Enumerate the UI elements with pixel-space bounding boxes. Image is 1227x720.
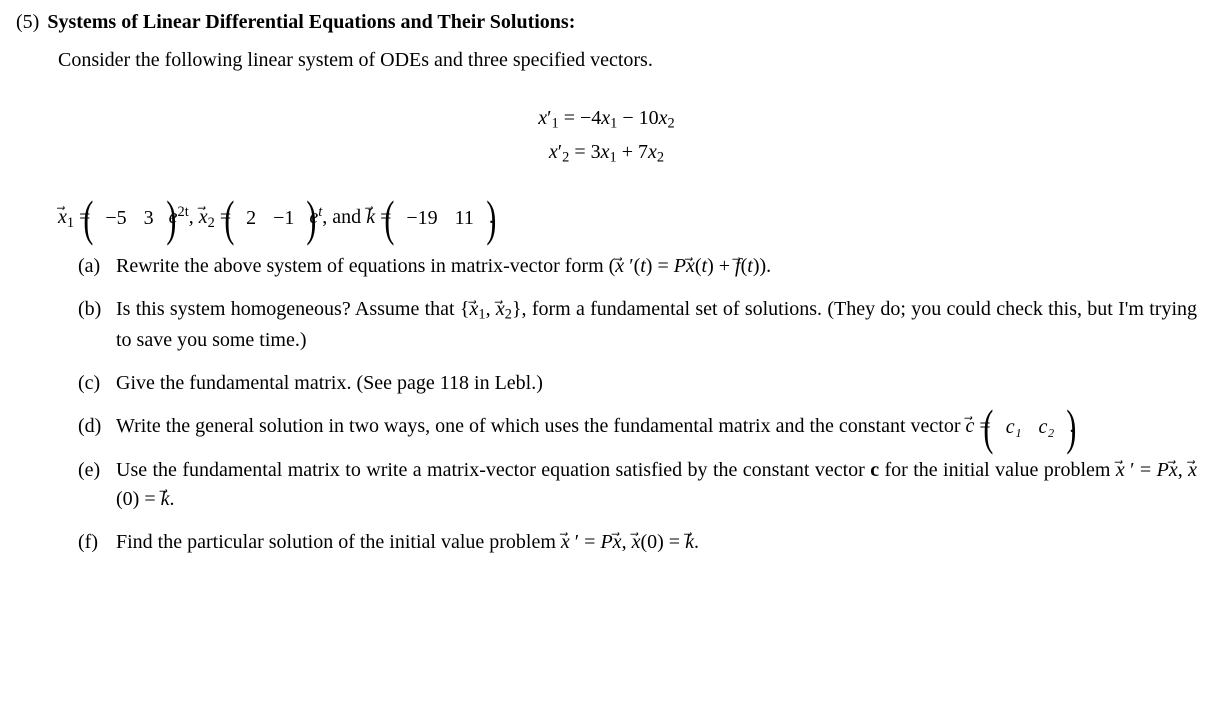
part-b: (b) Is this system homogeneous? Assume t… <box>78 295 1197 354</box>
ode-system: x′1 = −4x1 − 10x2 x′2 = 3x1 + 7x2 <box>16 104 1197 168</box>
problem-number: (5) <box>16 8 39 36</box>
vector-c-matrix: c₁ c₂ <box>998 413 1063 442</box>
part-c: (c) Give the fundamental matrix. (See pa… <box>78 369 1197 398</box>
part-e: (e) Use the fundamental matrix to write … <box>78 456 1197 514</box>
equation-1: x′1 = −4x1 − 10x2 <box>16 104 1197 134</box>
problem-title: Systems of Linear Differential Equations… <box>47 8 575 36</box>
equation-2: x′2 = 3x1 + 7x2 <box>16 138 1197 168</box>
problem-intro: Consider the following linear system of … <box>58 46 1197 74</box>
vector-x2-symbol: x <box>199 203 208 231</box>
vector-k-matrix: −19 11 <box>398 204 482 232</box>
sub-parts-list: (a) Rewrite the above system of equation… <box>78 252 1197 556</box>
vector-x1-matrix: −5 3 <box>97 204 161 232</box>
problem-header: (5) Systems of Linear Differential Equat… <box>16 8 1197 36</box>
part-a: (a) Rewrite the above system of equation… <box>78 252 1197 281</box>
vector-x1-symbol: x <box>58 203 67 231</box>
part-d: (d) Write the general solution in two wa… <box>78 412 1197 442</box>
vector-k-symbol: k <box>366 203 375 231</box>
part-f: (f) Find the particular solution of the … <box>78 528 1197 557</box>
vectors-definition: x1 = −5 3 e2t, x2 = 2 −1 et, and k = −19… <box>58 202 1197 233</box>
vector-x2-matrix: 2 −1 <box>238 204 302 232</box>
